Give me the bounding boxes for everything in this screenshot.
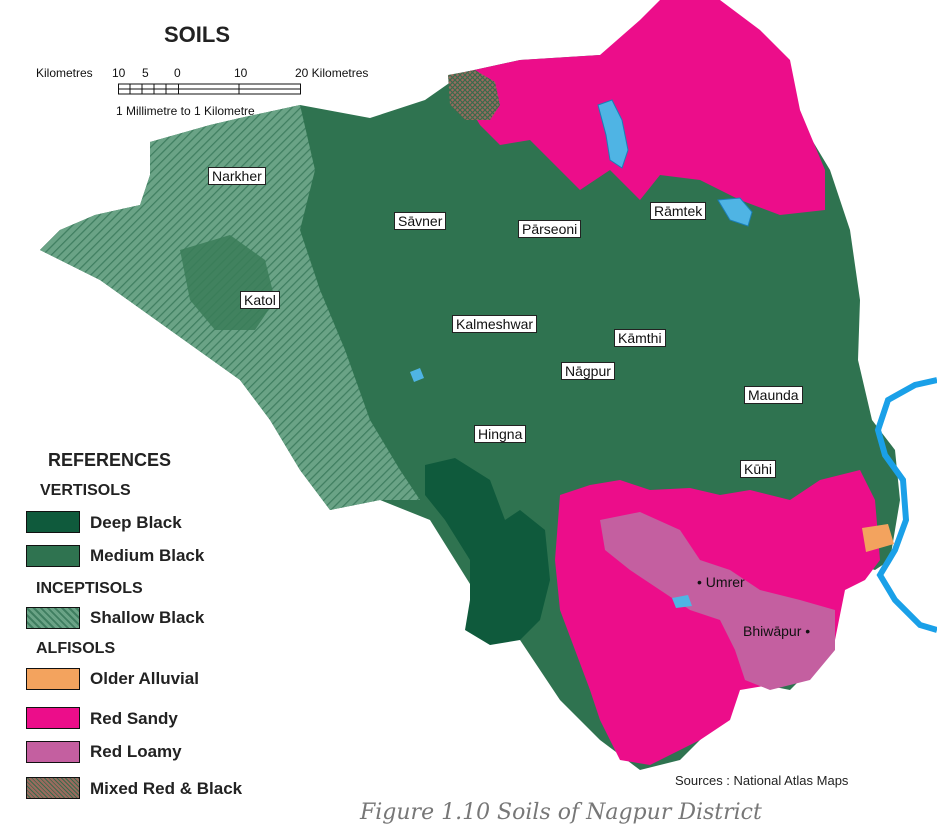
place-nagpur: Nāgpur xyxy=(561,362,615,380)
place-umrer: • Umrer xyxy=(697,574,745,590)
legend-label-red-loamy: Red Loamy xyxy=(90,742,182,761)
swatch-red-sandy xyxy=(26,707,80,729)
swatch-mixed-red-black xyxy=(26,777,80,799)
scale-tick: 5 xyxy=(142,66,149,80)
river-east xyxy=(874,377,937,633)
legend-label-deep-black: Deep Black xyxy=(90,513,182,532)
place-kamthi: Kāmthi xyxy=(614,329,666,347)
scale-tick: 10 xyxy=(234,66,248,80)
place-savner: Sāvner xyxy=(394,212,447,230)
swatch-deep-black xyxy=(26,511,80,533)
place-katol: Katol xyxy=(240,291,280,309)
water-body-ramtek xyxy=(717,197,753,227)
legend-group-alfisols: ALFISOLS xyxy=(36,640,116,657)
legend-label-older-alluvial: Older Alluvial xyxy=(90,669,199,688)
region-red-sandy-north xyxy=(465,0,825,215)
scale-bar-graphic xyxy=(118,83,301,95)
sources-note: Sources : National Atlas Maps xyxy=(675,773,849,788)
swatch-shallow-black xyxy=(26,607,80,629)
swatch-older-alluvial xyxy=(26,668,80,690)
region-deep-black xyxy=(425,458,550,645)
place-ramtek: Rāmtek xyxy=(650,202,707,220)
place-hingna: Hingna xyxy=(474,425,527,443)
place-kuhi: Kūhi xyxy=(740,460,777,478)
place-maunda: Maunda xyxy=(744,386,803,404)
legend-group-vertisols: VERTISOLS xyxy=(40,482,131,499)
place-parseoni: Pārseoni xyxy=(518,220,582,238)
water-body-umrer xyxy=(672,595,692,608)
scale-tick: 20 Kilometres xyxy=(295,66,369,80)
scale-tick: 0 xyxy=(174,66,181,80)
place-narkher: Narkher xyxy=(208,167,266,185)
legend-label-medium-black: Medium Black xyxy=(90,546,205,565)
legend-group-inceptisols: INCEPTISOLS xyxy=(36,580,143,597)
place-bhiwapur: Bhiwāpur • xyxy=(743,623,811,639)
region-red-loamy xyxy=(600,512,835,690)
swatch-medium-black xyxy=(26,545,80,567)
legend-label-red-sandy: Red Sandy xyxy=(90,709,178,728)
water-body-west xyxy=(410,368,424,382)
water-body-north xyxy=(597,99,629,169)
legend-label-mixed-red-black: Mixed Red & Black xyxy=(90,779,243,798)
legend-heading: REFERENCES xyxy=(48,450,172,470)
scale-tick: 10 xyxy=(112,66,126,80)
scale-ratio: 1 Millimetre to 1 Kilometre xyxy=(116,104,255,118)
swatch-red-loamy xyxy=(26,741,80,763)
figure-caption: Figure 1.10 Soils of Nagpur District xyxy=(360,800,762,825)
legend-label-shallow-black: Shallow Black xyxy=(90,608,205,627)
scale-left-label: Kilometres xyxy=(36,66,93,80)
region-mixed-red-black xyxy=(448,70,500,120)
map-title: SOILS xyxy=(164,22,231,47)
place-kalmeshwar: Kalmeshwar xyxy=(452,315,538,333)
region-older-alluvial xyxy=(862,524,894,552)
